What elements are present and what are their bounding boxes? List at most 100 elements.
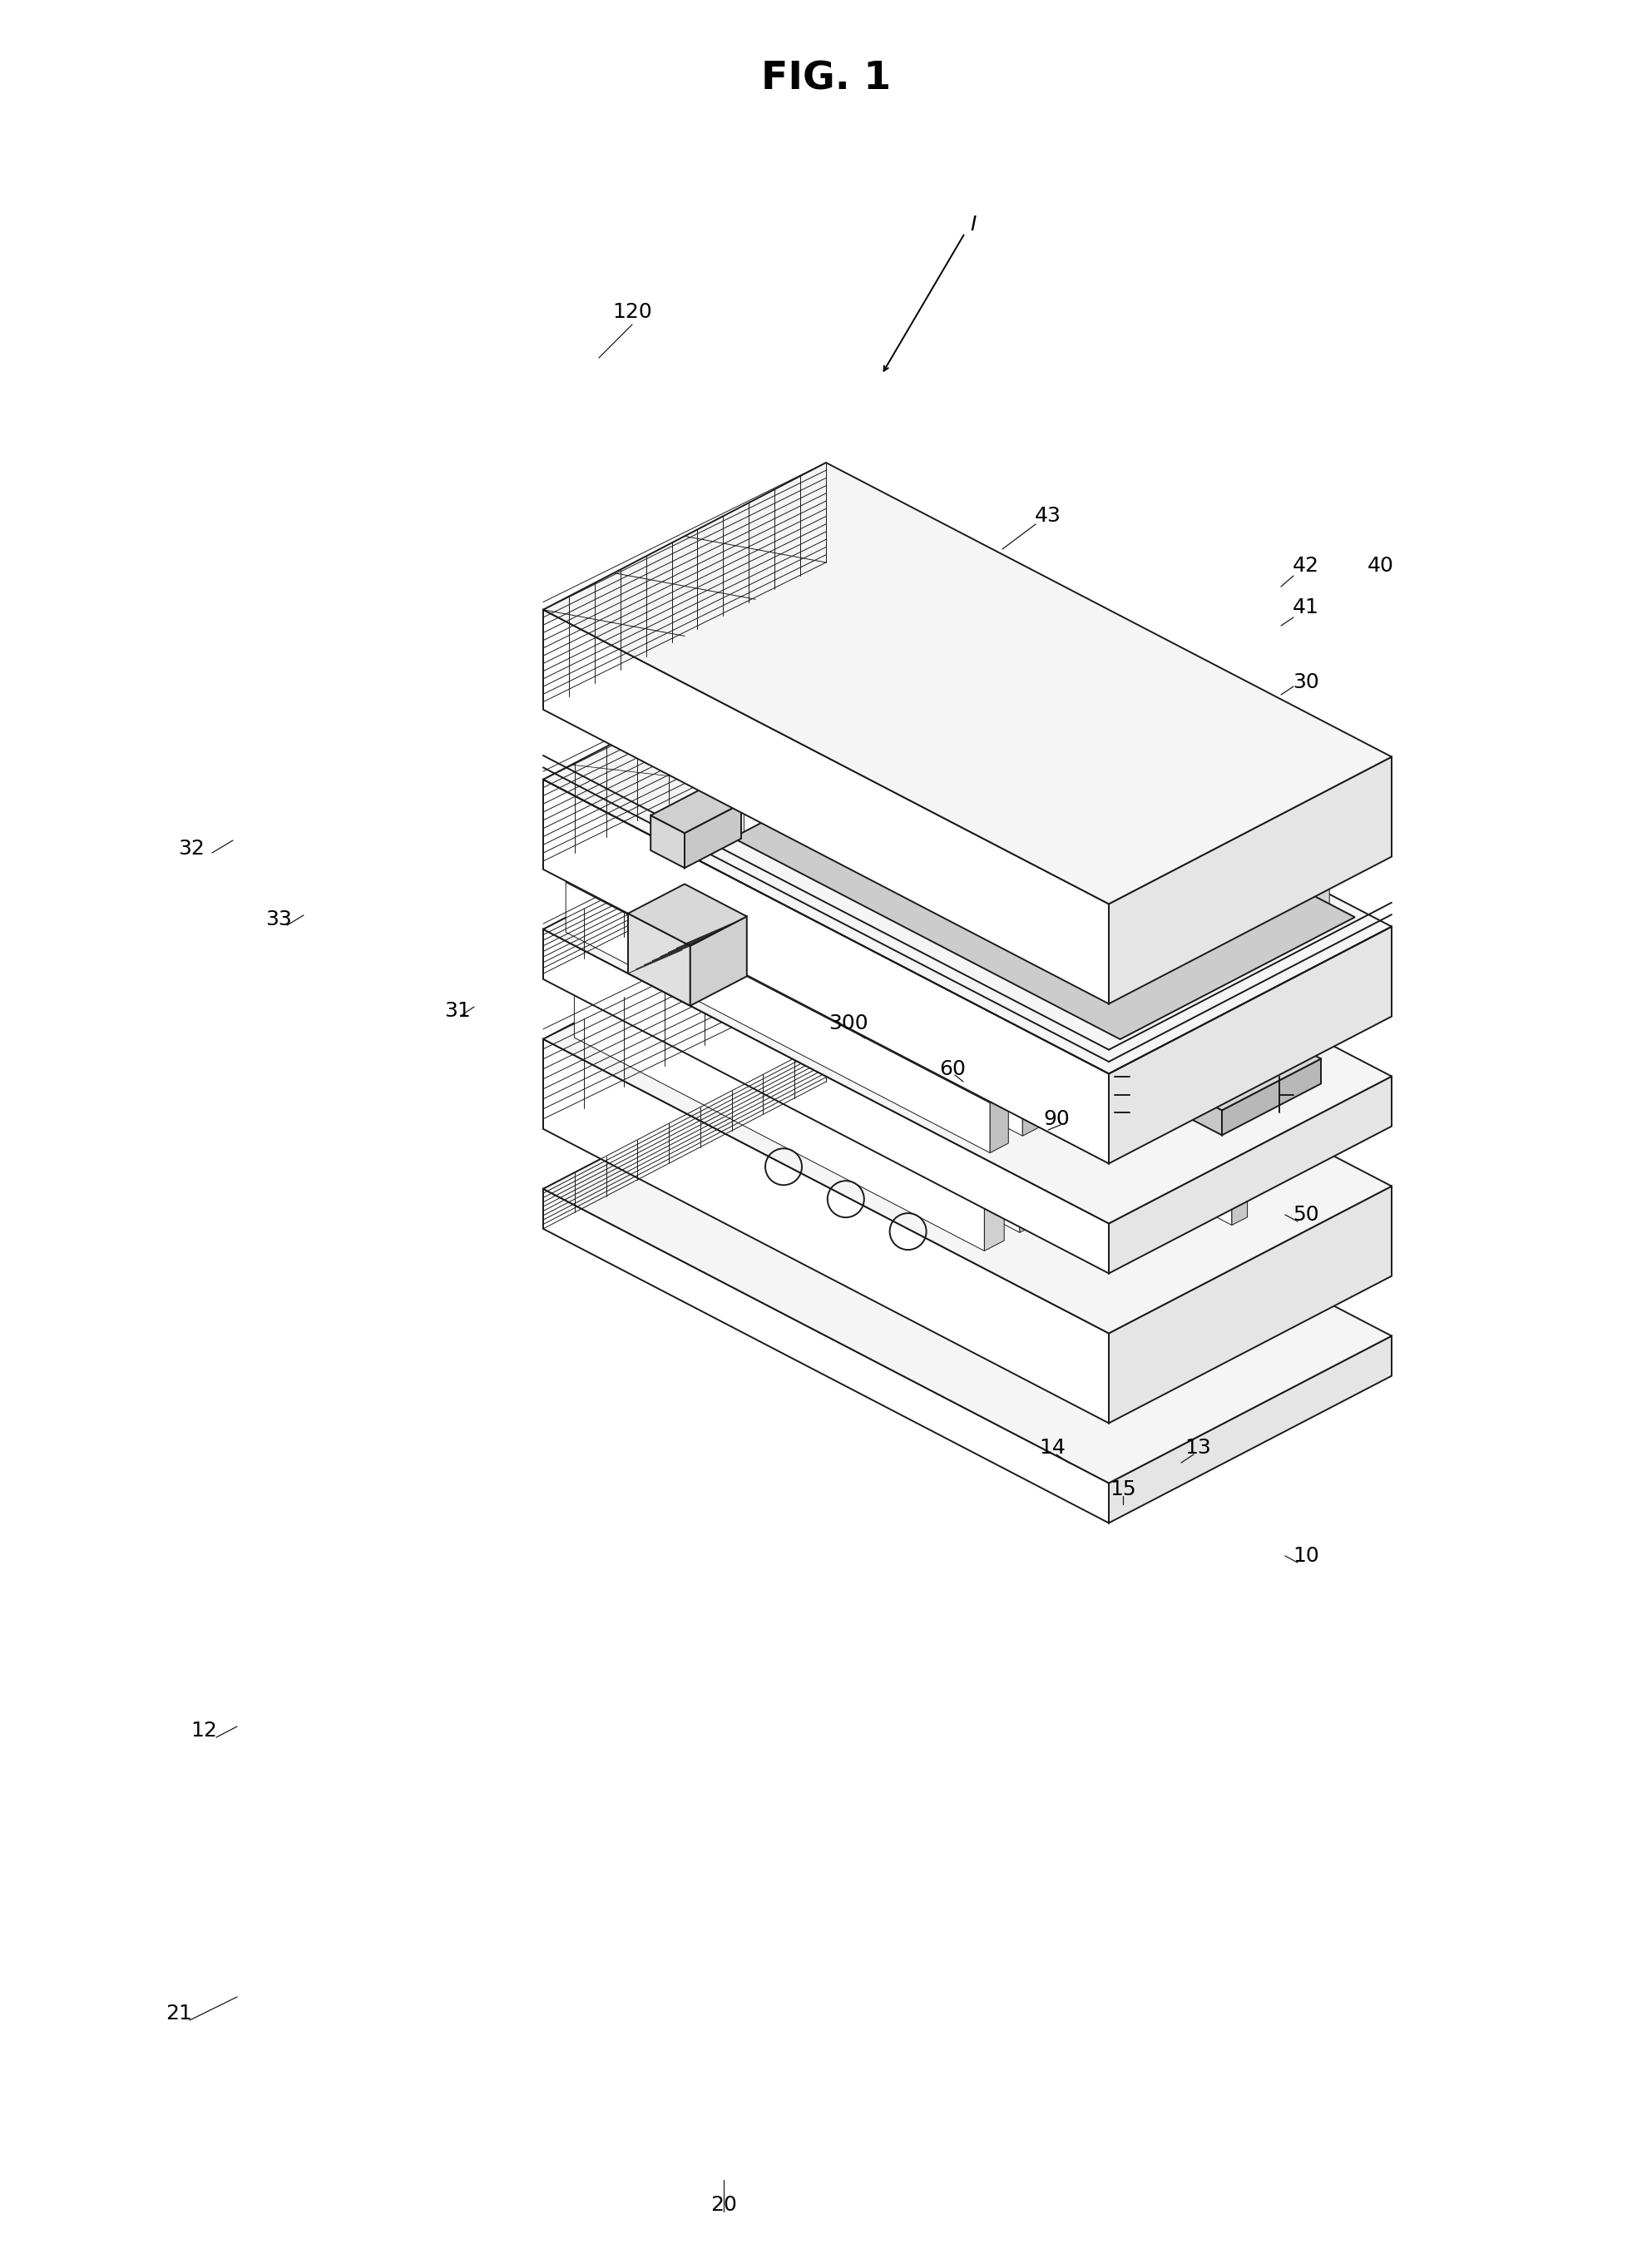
Polygon shape bbox=[1184, 1096, 1224, 1116]
Polygon shape bbox=[684, 804, 742, 867]
Polygon shape bbox=[1206, 1094, 1247, 1116]
Polygon shape bbox=[1161, 1078, 1181, 1159]
Polygon shape bbox=[544, 462, 1391, 903]
Polygon shape bbox=[738, 792, 881, 867]
Polygon shape bbox=[1194, 1103, 1221, 1195]
Polygon shape bbox=[818, 754, 1199, 996]
Polygon shape bbox=[1184, 992, 1204, 1050]
Text: 32: 32 bbox=[178, 838, 205, 858]
Polygon shape bbox=[781, 763, 1183, 971]
Polygon shape bbox=[1125, 1098, 1145, 1177]
Polygon shape bbox=[691, 767, 831, 842]
Polygon shape bbox=[1087, 1044, 1105, 1103]
Polygon shape bbox=[771, 811, 881, 901]
Polygon shape bbox=[793, 763, 1218, 1035]
Polygon shape bbox=[1163, 962, 1183, 1017]
Polygon shape bbox=[1206, 1103, 1232, 1225]
Polygon shape bbox=[575, 967, 985, 1252]
Polygon shape bbox=[869, 860, 976, 951]
Polygon shape bbox=[664, 831, 1087, 1103]
Polygon shape bbox=[1090, 1116, 1110, 1195]
Polygon shape bbox=[1194, 1094, 1236, 1116]
Text: 120: 120 bbox=[613, 301, 653, 321]
Polygon shape bbox=[1236, 924, 1256, 978]
Polygon shape bbox=[691, 917, 747, 1005]
Polygon shape bbox=[644, 921, 1075, 1143]
Polygon shape bbox=[681, 903, 1110, 1125]
Polygon shape bbox=[752, 876, 1161, 1159]
Polygon shape bbox=[651, 786, 742, 833]
Polygon shape bbox=[1184, 1103, 1209, 1166]
Polygon shape bbox=[1108, 1186, 1391, 1424]
Polygon shape bbox=[691, 824, 724, 876]
Polygon shape bbox=[1221, 1107, 1236, 1195]
Text: 21: 21 bbox=[165, 2004, 192, 2024]
Text: 60: 60 bbox=[940, 1060, 966, 1080]
Polygon shape bbox=[631, 840, 1074, 1069]
Text: 12: 12 bbox=[190, 1721, 216, 1741]
Text: 50: 50 bbox=[1294, 1204, 1318, 1225]
Polygon shape bbox=[544, 1039, 1108, 1424]
Polygon shape bbox=[729, 797, 1153, 1069]
Polygon shape bbox=[1218, 976, 1236, 1035]
Polygon shape bbox=[544, 609, 1108, 1003]
Polygon shape bbox=[544, 928, 1108, 1272]
Polygon shape bbox=[544, 779, 1108, 1164]
Polygon shape bbox=[544, 632, 1391, 1073]
Text: 42: 42 bbox=[1292, 555, 1320, 575]
Polygon shape bbox=[544, 1189, 1108, 1524]
Polygon shape bbox=[565, 883, 990, 1152]
Polygon shape bbox=[834, 842, 976, 917]
Polygon shape bbox=[882, 867, 1024, 942]
Text: 15: 15 bbox=[1110, 1478, 1137, 1499]
Polygon shape bbox=[729, 788, 1171, 1019]
Polygon shape bbox=[695, 806, 1138, 1035]
Text: 43: 43 bbox=[1034, 505, 1061, 525]
Polygon shape bbox=[610, 949, 1019, 1232]
Text: 40: 40 bbox=[1368, 555, 1394, 575]
Polygon shape bbox=[610, 940, 1039, 1164]
Text: 90: 90 bbox=[1042, 1109, 1069, 1130]
Polygon shape bbox=[743, 781, 1145, 989]
Polygon shape bbox=[786, 817, 928, 892]
Polygon shape bbox=[1196, 1060, 1216, 1141]
Polygon shape bbox=[724, 786, 831, 876]
Polygon shape bbox=[1137, 1014, 1322, 1109]
Polygon shape bbox=[1222, 1060, 1322, 1134]
Polygon shape bbox=[1108, 756, 1391, 1003]
Text: 41: 41 bbox=[1294, 598, 1320, 618]
Polygon shape bbox=[786, 858, 1196, 1141]
Polygon shape bbox=[544, 1041, 1391, 1483]
Polygon shape bbox=[738, 849, 771, 901]
Polygon shape bbox=[1056, 1134, 1075, 1214]
Polygon shape bbox=[715, 894, 1125, 1177]
Polygon shape bbox=[1056, 1060, 1074, 1118]
Polygon shape bbox=[1272, 903, 1292, 960]
Text: 10: 10 bbox=[1294, 1546, 1320, 1567]
Text: 300: 300 bbox=[829, 1014, 869, 1032]
Polygon shape bbox=[628, 883, 747, 946]
Text: 30: 30 bbox=[1294, 672, 1320, 693]
Polygon shape bbox=[821, 835, 928, 926]
Polygon shape bbox=[544, 892, 1391, 1333]
Polygon shape bbox=[1108, 1075, 1391, 1272]
Polygon shape bbox=[990, 1094, 1008, 1152]
Polygon shape bbox=[762, 772, 1204, 1001]
Polygon shape bbox=[1108, 1336, 1391, 1524]
Polygon shape bbox=[1232, 1107, 1247, 1225]
Polygon shape bbox=[715, 883, 1145, 1107]
Polygon shape bbox=[681, 912, 1090, 1195]
Polygon shape bbox=[854, 724, 1256, 933]
Polygon shape bbox=[1019, 1152, 1039, 1232]
Polygon shape bbox=[598, 865, 1023, 1137]
Polygon shape bbox=[1310, 885, 1330, 940]
Polygon shape bbox=[762, 781, 1184, 1050]
Polygon shape bbox=[781, 772, 1163, 1017]
Polygon shape bbox=[695, 815, 1120, 1084]
Text: 14: 14 bbox=[1039, 1438, 1066, 1458]
Polygon shape bbox=[565, 872, 1008, 1103]
Text: 33: 33 bbox=[266, 910, 292, 931]
Polygon shape bbox=[631, 849, 1056, 1118]
Polygon shape bbox=[752, 865, 1181, 1089]
Polygon shape bbox=[1153, 1010, 1171, 1069]
